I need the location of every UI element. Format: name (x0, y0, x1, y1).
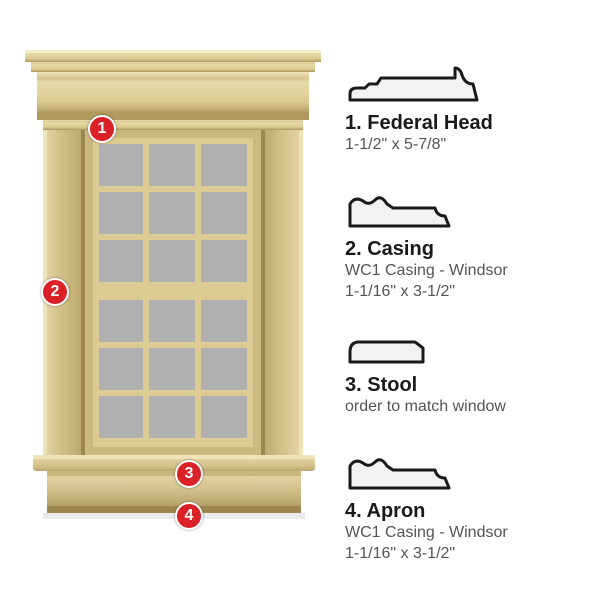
marker-4: 4 (175, 502, 203, 530)
legend-title: 1. Federal Head (345, 111, 590, 135)
window-illustration: 1 2 3 4 (0, 0, 335, 600)
legend-sub: 1-1/16" x 3-1/2" (345, 282, 590, 303)
lower-sash (93, 294, 253, 447)
stool (33, 455, 315, 471)
federal-head (25, 50, 321, 130)
legend-sub: order to match window (345, 397, 590, 418)
legend-title: 4. Apron (345, 499, 590, 523)
upper-sash (93, 138, 253, 294)
legend-sub: WC1 Casing - Windsor (345, 261, 590, 282)
legend-sub: 1-1/16" x 3-1/2" (345, 544, 590, 565)
legend-item-3: 3. Stoolorder to match window (345, 332, 590, 418)
profile-shape-4 (345, 448, 455, 493)
apron (47, 471, 301, 513)
profile-shape-2 (345, 186, 455, 231)
marker-3: 3 (175, 460, 203, 488)
profile-shape-3 (345, 332, 430, 367)
right-casing (261, 130, 303, 455)
legend-title: 2. Casing (345, 237, 590, 261)
legend: 1. Federal Head1-1/2" x 5-7/8"2. CasingW… (335, 0, 600, 600)
marker-1: 1 (88, 115, 116, 143)
legend-sub: 1-1/2" x 5-7/8" (345, 135, 590, 156)
legend-item-2: 2. CasingWC1 Casing - Windsor1-1/16" x 3… (345, 186, 590, 303)
legend-sub: WC1 Casing - Windsor (345, 523, 590, 544)
diagram-layout: 1 2 3 4 1. Federal Head1-1/2" x 5-7/8" 2. Ca… (0, 0, 600, 600)
legend-item-4: 4. ApronWC1 Casing - Windsor1-1/16" x 3-… (345, 448, 590, 565)
legend-title: 3. Stool (345, 373, 590, 397)
marker-2: 2 (41, 278, 69, 306)
profile-shape-1 (345, 60, 485, 105)
legend-item-1: 1. Federal Head1-1/2" x 5-7/8" (345, 60, 590, 156)
